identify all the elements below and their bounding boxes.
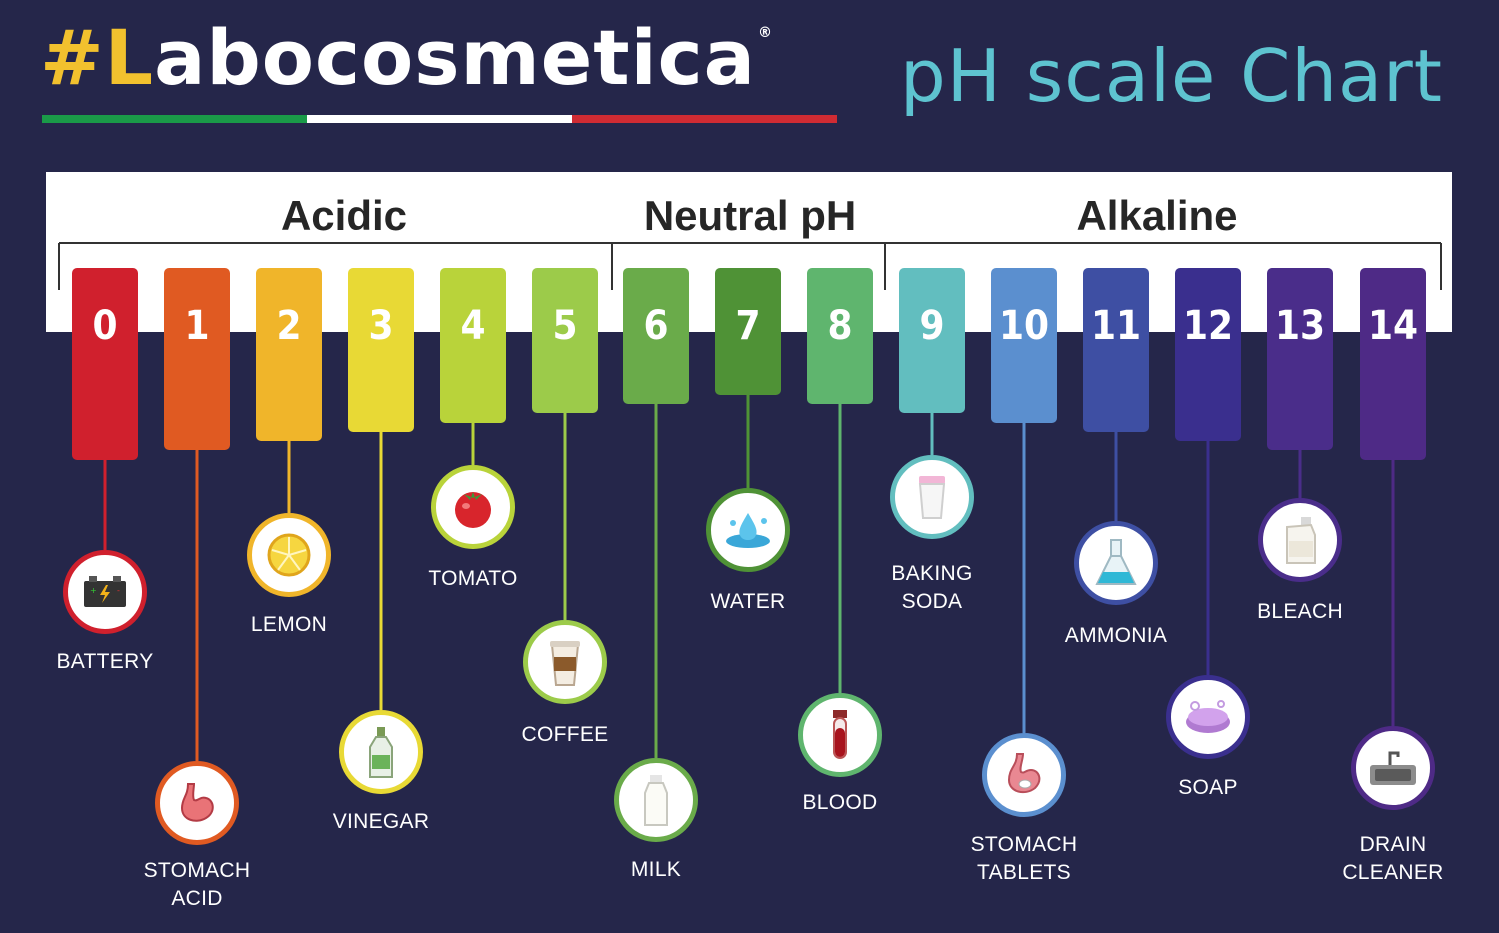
item-badge [1074, 521, 1158, 605]
chart-title: pH scale Chart [900, 34, 1443, 118]
ph-value: 14 [1367, 303, 1419, 349]
ph-value: 7 [735, 303, 761, 349]
sink-icon [1370, 751, 1416, 785]
item-badge [339, 710, 423, 794]
ph-value: 9 [919, 303, 945, 349]
svg-text:+: + [90, 586, 97, 595]
flask-icon [1095, 539, 1137, 585]
ph-value: 10 [998, 303, 1050, 349]
group-acidic: Acidic [280, 192, 408, 239]
ph-value: 2 [276, 303, 302, 349]
ph-bar-8: 8 [807, 268, 873, 404]
item-badge [798, 693, 882, 777]
flag-green [42, 115, 307, 123]
ph-bar-6: 6 [623, 268, 689, 404]
milk-bottle-icon [644, 775, 668, 826]
item-label: TOMATO [428, 567, 518, 590]
item-label: DRAIN CLEANER [1342, 833, 1444, 884]
item-label: WATER [710, 590, 786, 613]
soap-icon [1186, 700, 1230, 733]
item-badge [155, 761, 239, 845]
item-label: SOAP [1178, 776, 1238, 799]
vinegar-bottle-icon [369, 727, 393, 778]
ph-bar-9: 9 [899, 268, 965, 413]
ph-bar-10: 10 [991, 268, 1057, 423]
item-badge [431, 465, 515, 549]
item-label: BATTERY [56, 650, 154, 673]
item-label: VINEGAR [332, 810, 430, 833]
ph-value: 13 [1274, 303, 1326, 349]
tomato-icon [455, 492, 491, 528]
ph-bar-0: 0 [72, 268, 138, 460]
item-label: BLEACH [1257, 600, 1343, 623]
ph-value: 12 [1182, 303, 1234, 349]
registered-mark: ® [757, 25, 773, 41]
brand-logo: #Labocosmetica ® [40, 20, 773, 96]
ph-value: 3 [368, 303, 394, 349]
item-label: BAKING SODA [891, 562, 973, 613]
item-label: COFFEE [521, 723, 609, 746]
item-badge [247, 513, 331, 597]
item-label: BLOOD [802, 791, 878, 814]
item-badge [706, 488, 790, 572]
ph-bar-4: 4 [440, 268, 506, 423]
battery-icon: + - [84, 576, 126, 607]
group-neutral: Neutral pH [643, 192, 857, 239]
item-label: STOMACH ACID [143, 859, 251, 910]
item-label: AMMONIA [1064, 624, 1168, 647]
ph-value: 11 [1090, 303, 1142, 349]
item-label: MILK [630, 858, 682, 881]
item-badge: + - [63, 550, 147, 634]
group-alkaline: Alkaline [1076, 192, 1238, 239]
blood-tube-icon [833, 710, 847, 759]
ph-bar-1: 1 [164, 268, 230, 450]
bleach-jug-icon [1286, 517, 1316, 564]
ph-value: 8 [827, 303, 853, 349]
brand-hash: #L [40, 13, 155, 102]
water-splash-icon [726, 513, 770, 548]
item-badge [982, 733, 1066, 817]
ph-bar-2: 2 [256, 268, 322, 441]
ph-value: 5 [552, 303, 578, 349]
item-badge [1166, 675, 1250, 759]
ph-bar-7: 7 [715, 268, 781, 395]
flag-white [307, 115, 572, 123]
ph-value: 0 [92, 303, 118, 349]
item-badge [890, 455, 974, 539]
item-label: STOMACH TABLETS [970, 833, 1078, 884]
ph-value: 6 [643, 303, 669, 349]
ph-value: 4 [460, 303, 486, 349]
svg-text:-: - [117, 586, 120, 595]
ph-bar-11: 11 [1083, 268, 1149, 432]
ph-bar-5: 5 [532, 268, 598, 413]
item-badge [1258, 498, 1342, 582]
baking-soda-icon [918, 476, 946, 519]
ph-bar-12: 12 [1175, 268, 1241, 441]
stomach-tablet-icon [1007, 753, 1041, 794]
brand-name: abocosmetica [154, 13, 756, 102]
ph-bar-14: 14 [1360, 268, 1426, 460]
item-label: LEMON [250, 613, 328, 636]
ph-value: 1 [184, 303, 210, 349]
ph-bar-13: 13 [1267, 268, 1333, 450]
item-badge [1351, 726, 1435, 810]
item-badge [614, 758, 698, 842]
lemon-icon [267, 533, 311, 577]
ph-bar-3: 3 [348, 268, 414, 432]
stomach-icon [180, 783, 214, 822]
flag-red [572, 115, 837, 123]
italian-flag-stripe [42, 115, 837, 123]
item-badge [523, 620, 607, 704]
coffee-cup-icon [550, 641, 580, 686]
